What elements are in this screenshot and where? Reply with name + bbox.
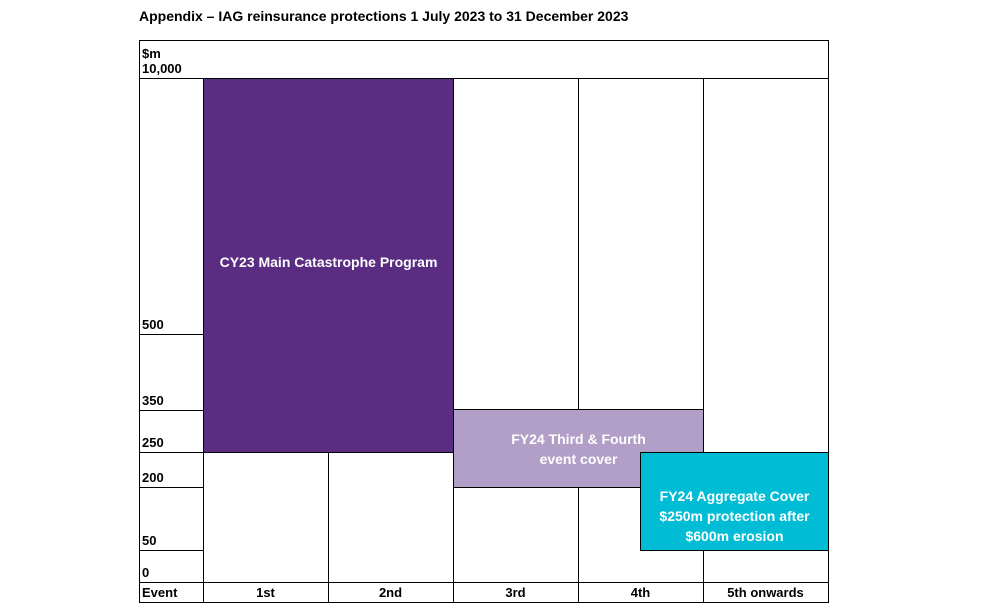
aggregate-cover-layer: FY24 Aggregate Cover $250m protection af… — [640, 452, 829, 551]
y-label: 250 — [142, 435, 164, 450]
y-label: 350 — [142, 393, 164, 408]
event-label: 5th onwards — [727, 585, 804, 600]
event-label: 3rd — [505, 585, 526, 600]
event-header: Event — [142, 585, 178, 600]
grid-line — [139, 410, 203, 411]
grid-line — [578, 78, 579, 602]
grid-line — [703, 78, 704, 602]
page-title: Appendix – IAG reinsurance protections 1… — [139, 8, 629, 24]
y-label: 50 — [142, 533, 157, 548]
grid-line — [139, 582, 829, 583]
unit-label: $m — [142, 46, 161, 61]
grid-line — [328, 452, 329, 602]
layer-label: FY24 Third & Fourth event cover — [511, 430, 646, 467]
event-label: 2nd — [378, 585, 403, 600]
y-label: 500 — [142, 317, 164, 332]
layer-label: CY23 Main Catastrophe Program — [219, 253, 438, 270]
event-label: 4th — [630, 585, 651, 600]
grid-line — [139, 78, 829, 79]
main-catastrophe-program-layer: CY23 Main Catastrophe Program — [203, 78, 454, 453]
diagram-frame — [139, 40, 829, 603]
y-label: 200 — [142, 470, 164, 485]
event-label: 1st — [256, 585, 275, 600]
layer-label: FY24 Aggregate Cover $250m protection af… — [659, 487, 810, 544]
grid-line — [139, 334, 203, 335]
grid-line — [139, 550, 203, 551]
y-label: 10,000 — [142, 61, 182, 76]
y-label: 0 — [142, 565, 150, 580]
grid-line — [139, 487, 203, 488]
